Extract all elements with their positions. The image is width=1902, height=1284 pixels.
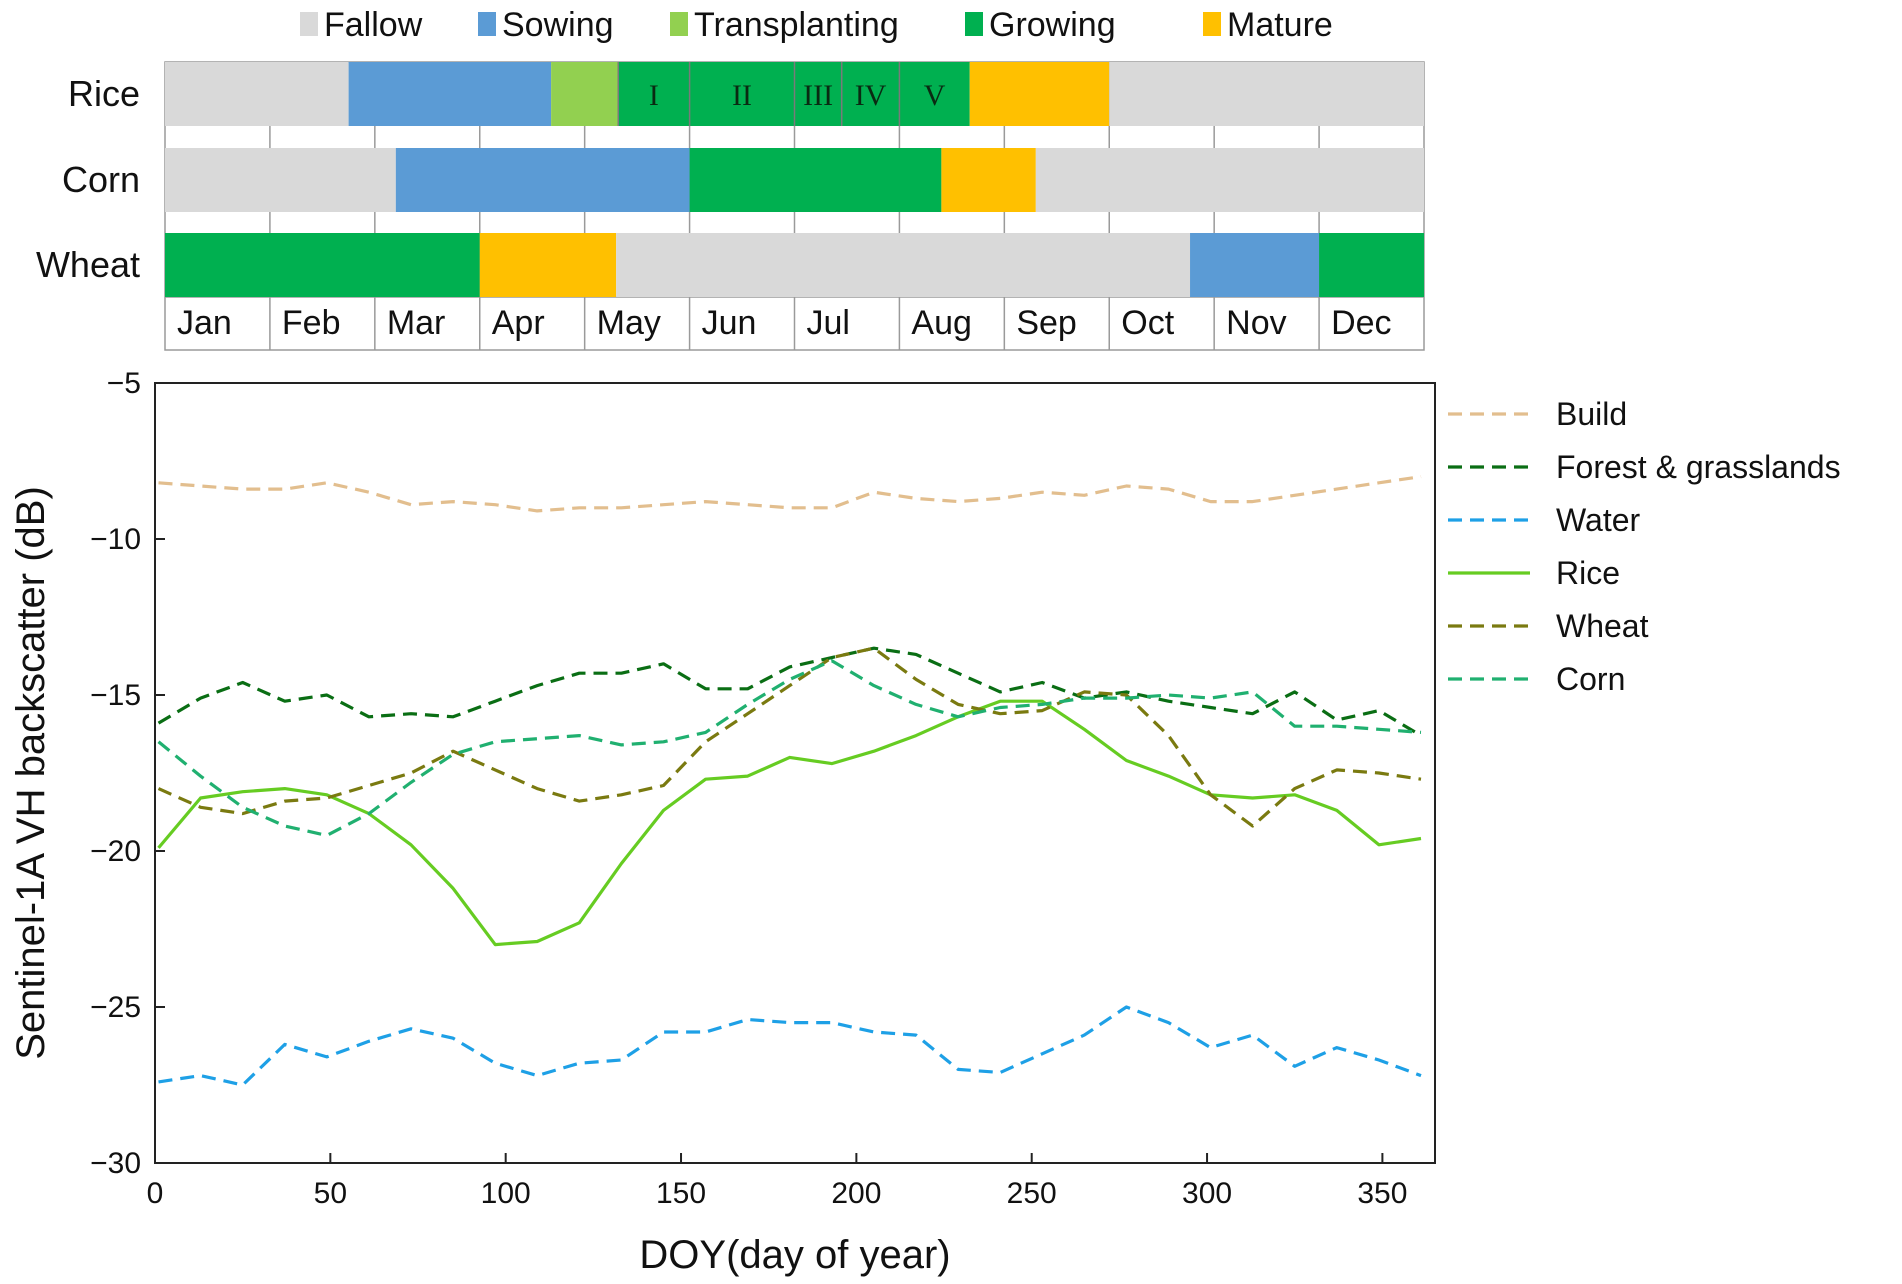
month-label-aug: Aug <box>911 304 972 342</box>
legend-label-growing: Growing <box>989 6 1116 44</box>
segment-rice-transplanting <box>551 62 619 126</box>
series-line-corn <box>157 659 1422 838</box>
month-label-jun: Jun <box>702 304 757 342</box>
legend-swatch-transplanting <box>670 12 688 36</box>
stage-label-v: V <box>924 79 946 112</box>
x-tick-label: 150 <box>656 1177 706 1210</box>
month-label-mar: Mar <box>387 304 446 342</box>
x-tick-label: 50 <box>314 1177 347 1210</box>
segment-corn-fallow <box>165 148 396 212</box>
legend-swatch-fallow <box>300 12 318 36</box>
legend-label-forest-grasslands: Forest & grasslands <box>1556 449 1841 485</box>
series-line-wheat <box>157 646 1422 828</box>
x-tick-label: 200 <box>831 1177 881 1210</box>
series-line-build <box>158 475 1422 513</box>
legend-label-sowing: Sowing <box>502 6 614 44</box>
month-label-may: May <box>597 304 661 342</box>
legend-swatch-sowing <box>478 12 496 36</box>
y-tick-label: −25 <box>90 991 141 1024</box>
legend-label-transplanting: Transplanting <box>694 6 899 44</box>
y-tick-label: −10 <box>90 523 141 556</box>
x-tick-label: 300 <box>1182 1177 1232 1210</box>
row-label-rice: Rice <box>68 73 140 114</box>
series-legend: Build Forest & grasslands Water Rice Wheat Co… <box>1448 396 1841 697</box>
segment-rice-fallow <box>1109 62 1424 126</box>
legend-label-wheat: Wheat <box>1556 608 1649 644</box>
y-tick-label: −15 <box>90 679 141 712</box>
legend-swatch-growing <box>965 12 983 36</box>
x-tick-label: 100 <box>481 1177 531 1210</box>
series-line-forest-grasslands <box>157 646 1422 737</box>
y-tick-label: −20 <box>90 835 141 868</box>
month-label-sep: Sep <box>1016 304 1076 342</box>
segment-wheat-sowing <box>1190 233 1320 297</box>
segment-corn-growing <box>689 148 942 212</box>
legend-label-build: Build <box>1556 396 1627 432</box>
segment-rice-fallow <box>165 62 349 126</box>
x-axis-title: DOY(day of year) <box>639 1233 950 1277</box>
stage-label-iv: IV <box>855 79 887 112</box>
legend-swatch-mature <box>1203 12 1221 36</box>
stage-label-ii: II <box>732 79 752 112</box>
phase-legend: Fallow Sowing Transplanting Growing Mature <box>300 6 1333 44</box>
segment-wheat-growing <box>165 233 480 297</box>
segment-rice-mature <box>969 62 1110 126</box>
segment-corn-sowing <box>395 148 690 212</box>
month-label-dec: Dec <box>1331 304 1391 342</box>
row-label-wheat: Wheat <box>36 244 140 285</box>
segment-wheat-fallow <box>616 233 1191 297</box>
month-label-jul: Jul <box>807 304 850 342</box>
y-tick-label: −30 <box>90 1147 141 1180</box>
y-axis-title: Sentinel-1A VH backscatter (dB) <box>9 486 53 1060</box>
segment-wheat-mature <box>479 233 617 297</box>
segment-corn-mature <box>941 148 1036 212</box>
series-line-water <box>158 1005 1422 1087</box>
stage-label-i: I <box>649 79 659 112</box>
month-label-oct: Oct <box>1121 304 1174 342</box>
x-tick-label: 250 <box>1007 1177 1057 1210</box>
legend-label-rice: Rice <box>1556 555 1620 591</box>
month-label-apr: Apr <box>492 304 545 342</box>
stage-label-iii: III <box>803 79 833 112</box>
legend-label-corn: Corn <box>1556 661 1625 697</box>
legend-label-water: Water <box>1556 502 1641 538</box>
x-tick-label: 350 <box>1357 1177 1407 1210</box>
month-label-nov: Nov <box>1226 304 1286 342</box>
segment-rice-sowing <box>348 62 552 126</box>
legend-label-fallow: Fallow <box>324 6 423 44</box>
backscatter-plot: 0 50 100 150 200 250 300 350 −5 −10 −15 −20 −25 −30 DO… <box>9 367 1436 1277</box>
segment-corn-fallow <box>1035 148 1424 212</box>
month-label-jan: Jan <box>177 304 232 342</box>
segment-wheat-growing <box>1319 233 1424 297</box>
y-tick-label: −5 <box>107 367 141 400</box>
row-label-corn: Corn <box>62 159 140 200</box>
x-tick-label: 0 <box>147 1177 164 1210</box>
month-label-feb: Feb <box>282 304 341 342</box>
plot-frame <box>154 382 1436 1164</box>
legend-label-mature: Mature <box>1227 6 1333 44</box>
